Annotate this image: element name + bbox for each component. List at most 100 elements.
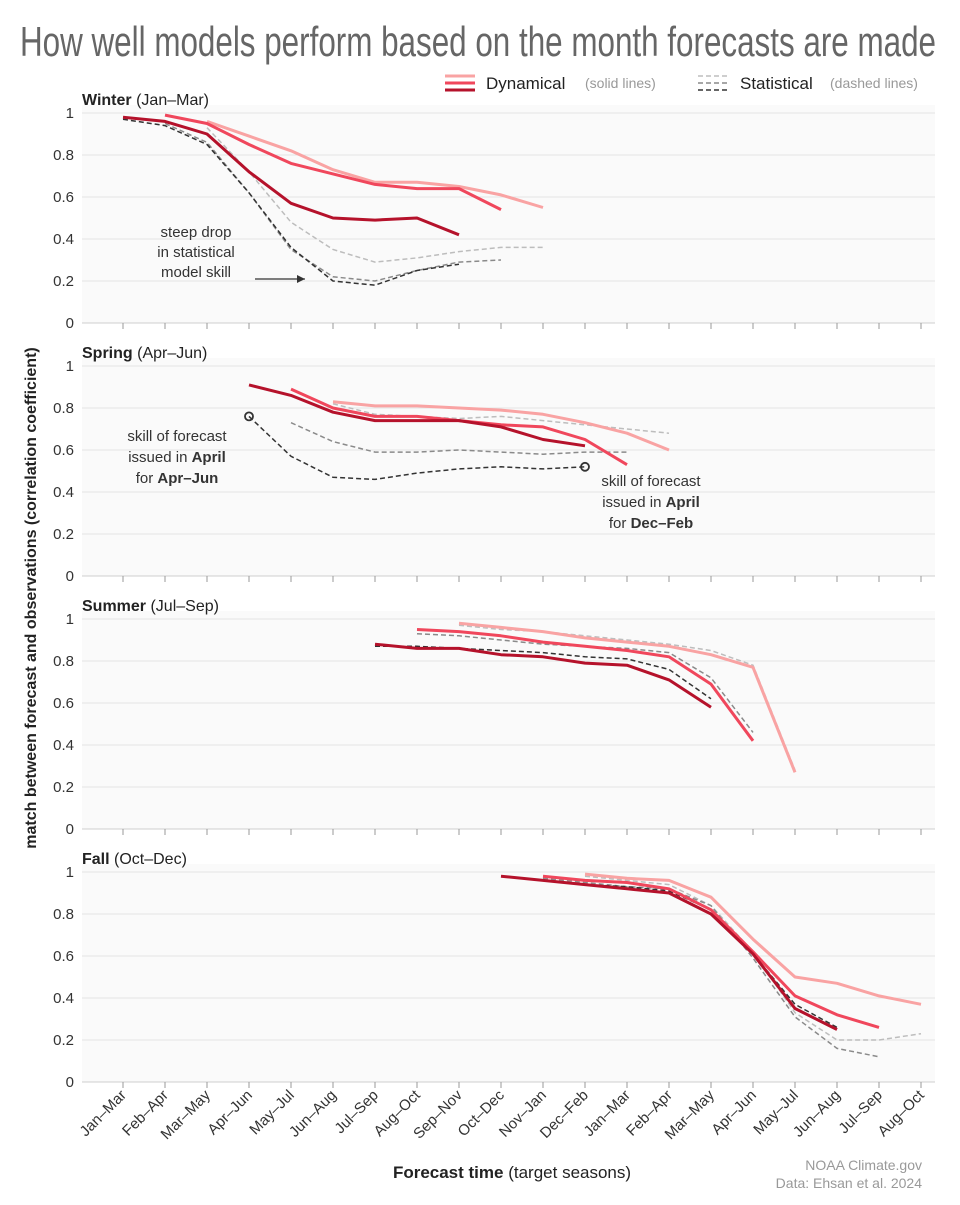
annotation-text: for [609, 515, 631, 532]
x-axis-label-rest: (target seasons) [503, 1163, 631, 1182]
y-tick-label: 1 [66, 105, 74, 122]
panel-title: Spring (Apr–Jun) [82, 345, 207, 362]
dynamical-series-3 [458, 621, 797, 773]
legend-dynamical: Dynamical [486, 74, 565, 93]
y-tick-label: 0.8 [53, 906, 74, 923]
credit-line-2: Data: Ehsan et al. 2024 [776, 1175, 923, 1191]
legend: Dynamical (solid lines) Statistical (das… [445, 74, 918, 93]
panel-months: (Jan–Mar) [132, 92, 209, 109]
y-axis-label: match between forecast and observations … [23, 347, 40, 848]
panel-summer: 0 0.2 0.4 0.6 0.8 1 Summer (Jul–Sep) [53, 598, 935, 838]
y-tick-label: 1 [66, 864, 74, 881]
annotation-marker-start [244, 411, 254, 422]
annotation-april-dec-feb: for Dec–Feb [609, 515, 693, 532]
dynamical-series-3 [584, 872, 922, 1006]
panel-title: Summer (Jul–Sep) [82, 598, 219, 615]
x-tick-label: Jan–Mar [581, 1087, 634, 1140]
annotation-text: for [136, 470, 158, 487]
y-tick-label: 0.2 [53, 273, 74, 290]
credit-line-1: NOAA Climate.gov [805, 1157, 922, 1173]
panel-background [82, 864, 935, 1082]
y-tick-label: 0.4 [53, 484, 74, 501]
annotation-text: issued in [602, 494, 665, 511]
y-tick-label: 0.8 [53, 147, 74, 164]
x-tick-label: Jun–Aug [286, 1087, 340, 1141]
dynamical-series-1 [122, 115, 460, 237]
statistical-series-3 [206, 127, 543, 263]
x-tick-label: Apr–Jun [204, 1087, 256, 1139]
dynamical-series-1 [374, 642, 712, 709]
x-tick-label: Aug–Oct [875, 1086, 929, 1140]
annotation-marker-end [580, 461, 590, 472]
dynamical-series-3 [206, 119, 544, 209]
x-tick-label: Jan–Mar [77, 1087, 130, 1140]
panel-season: Fall [82, 851, 110, 868]
y-tick-label: 0.4 [53, 990, 74, 1007]
y-tick-label: 0.8 [53, 653, 74, 670]
dynamical-series-2 [164, 113, 502, 211]
panel-title: Winter (Jan–Mar) [82, 92, 209, 109]
x-axis-label: Forecast time (target seasons) [393, 1163, 631, 1182]
y-tick-label: 0.2 [53, 1032, 74, 1049]
dynamical-series-1 [500, 874, 838, 1031]
y-tick-label: 0.4 [53, 231, 74, 248]
x-axis-label-bold: Forecast time [393, 1163, 504, 1182]
y-tick-label: 0.4 [53, 737, 74, 754]
annotation-april-apr-jun: issued in April [128, 449, 226, 466]
panel-season: Summer [82, 598, 146, 615]
dynamical-series-3 [332, 400, 670, 452]
y-tick-label: 0 [66, 568, 74, 585]
statistical-series-2 [164, 122, 502, 282]
chart-title: How well models perform based on the mon… [20, 18, 936, 65]
panel-months: (Oct–Dec) [110, 851, 187, 868]
arrowhead-icon [297, 275, 305, 283]
panel-background [82, 611, 935, 829]
y-tick-label: 0.2 [53, 779, 74, 796]
annotation-april-apr-jun: skill of forecast [127, 428, 227, 445]
panel-months: (Apr–Jun) [133, 345, 208, 362]
panel-spring: 0 0.2 0.4 0.6 0.8 1 Spring (Apr–Jun) skill of f… [53, 345, 935, 585]
y-tick-label: 0 [66, 1074, 74, 1091]
annotation-text-bold: Dec–Feb [631, 515, 694, 532]
statistical-series-1 [248, 415, 586, 481]
y-tick-label: 1 [66, 358, 74, 375]
y-tick-label: 0 [66, 315, 74, 332]
dynamical-series-2 [542, 874, 880, 1029]
y-tick-label: 0.6 [53, 695, 74, 712]
panel-season: Spring [82, 345, 133, 362]
annotation-steep-drop: model skill [161, 264, 231, 281]
annotation-april-dec-feb: issued in April [602, 494, 700, 511]
annotation-april-dec-feb: skill of forecast [601, 473, 701, 490]
x-axis-ticks: Jan–MarFeb–AprMar–MayApr–JunMay–JulJun–A… [77, 1086, 929, 1143]
panel-months: (Jul–Sep) [146, 598, 219, 615]
y-tick-label: 0.8 [53, 400, 74, 417]
dynamical-series-2 [416, 628, 755, 742]
y-tick-label: 0.2 [53, 526, 74, 543]
legend-statistical-note: (dashed lines) [830, 75, 918, 91]
panel-title: Fall (Oct–Dec) [82, 851, 187, 868]
annotation-text-bold: April [666, 494, 700, 511]
annotation-text-bold: Apr–Jun [157, 470, 218, 487]
x-tick-label: Jun–Aug [790, 1087, 844, 1141]
statistical-series-2 [542, 877, 880, 1058]
statistical-series-1 [122, 118, 460, 286]
legend-dynamical-note: (solid lines) [585, 75, 656, 91]
annotation-april-apr-jun: for Apr–Jun [136, 470, 219, 487]
annotation-steep-drop: in statistical [157, 244, 235, 261]
annotation-text-bold: April [192, 449, 226, 466]
x-tick-label: Apr–Jun [708, 1087, 760, 1139]
y-tick-label: 0.6 [53, 189, 74, 206]
y-tick-label: 0.6 [53, 442, 74, 459]
y-tick-label: 1 [66, 611, 74, 628]
y-tick-label: 0.6 [53, 948, 74, 965]
panel-season: Winter [82, 92, 132, 109]
panel-fall: 0 0.2 0.4 0.6 0.8 1 Fall (Oct–Dec) [53, 851, 935, 1091]
statistical-series-2 [290, 422, 627, 455]
annotation-steep-drop: steep drop [161, 224, 232, 241]
panel-winter: 0 0.2 0.4 0.6 0.8 1 Winter (Jan–Mar) steep drop… [53, 92, 935, 332]
annotation-text: issued in [128, 449, 191, 466]
panel-background [82, 105, 935, 323]
legend-statistical: Statistical [740, 74, 813, 93]
dynamical-series-1 [248, 383, 586, 448]
